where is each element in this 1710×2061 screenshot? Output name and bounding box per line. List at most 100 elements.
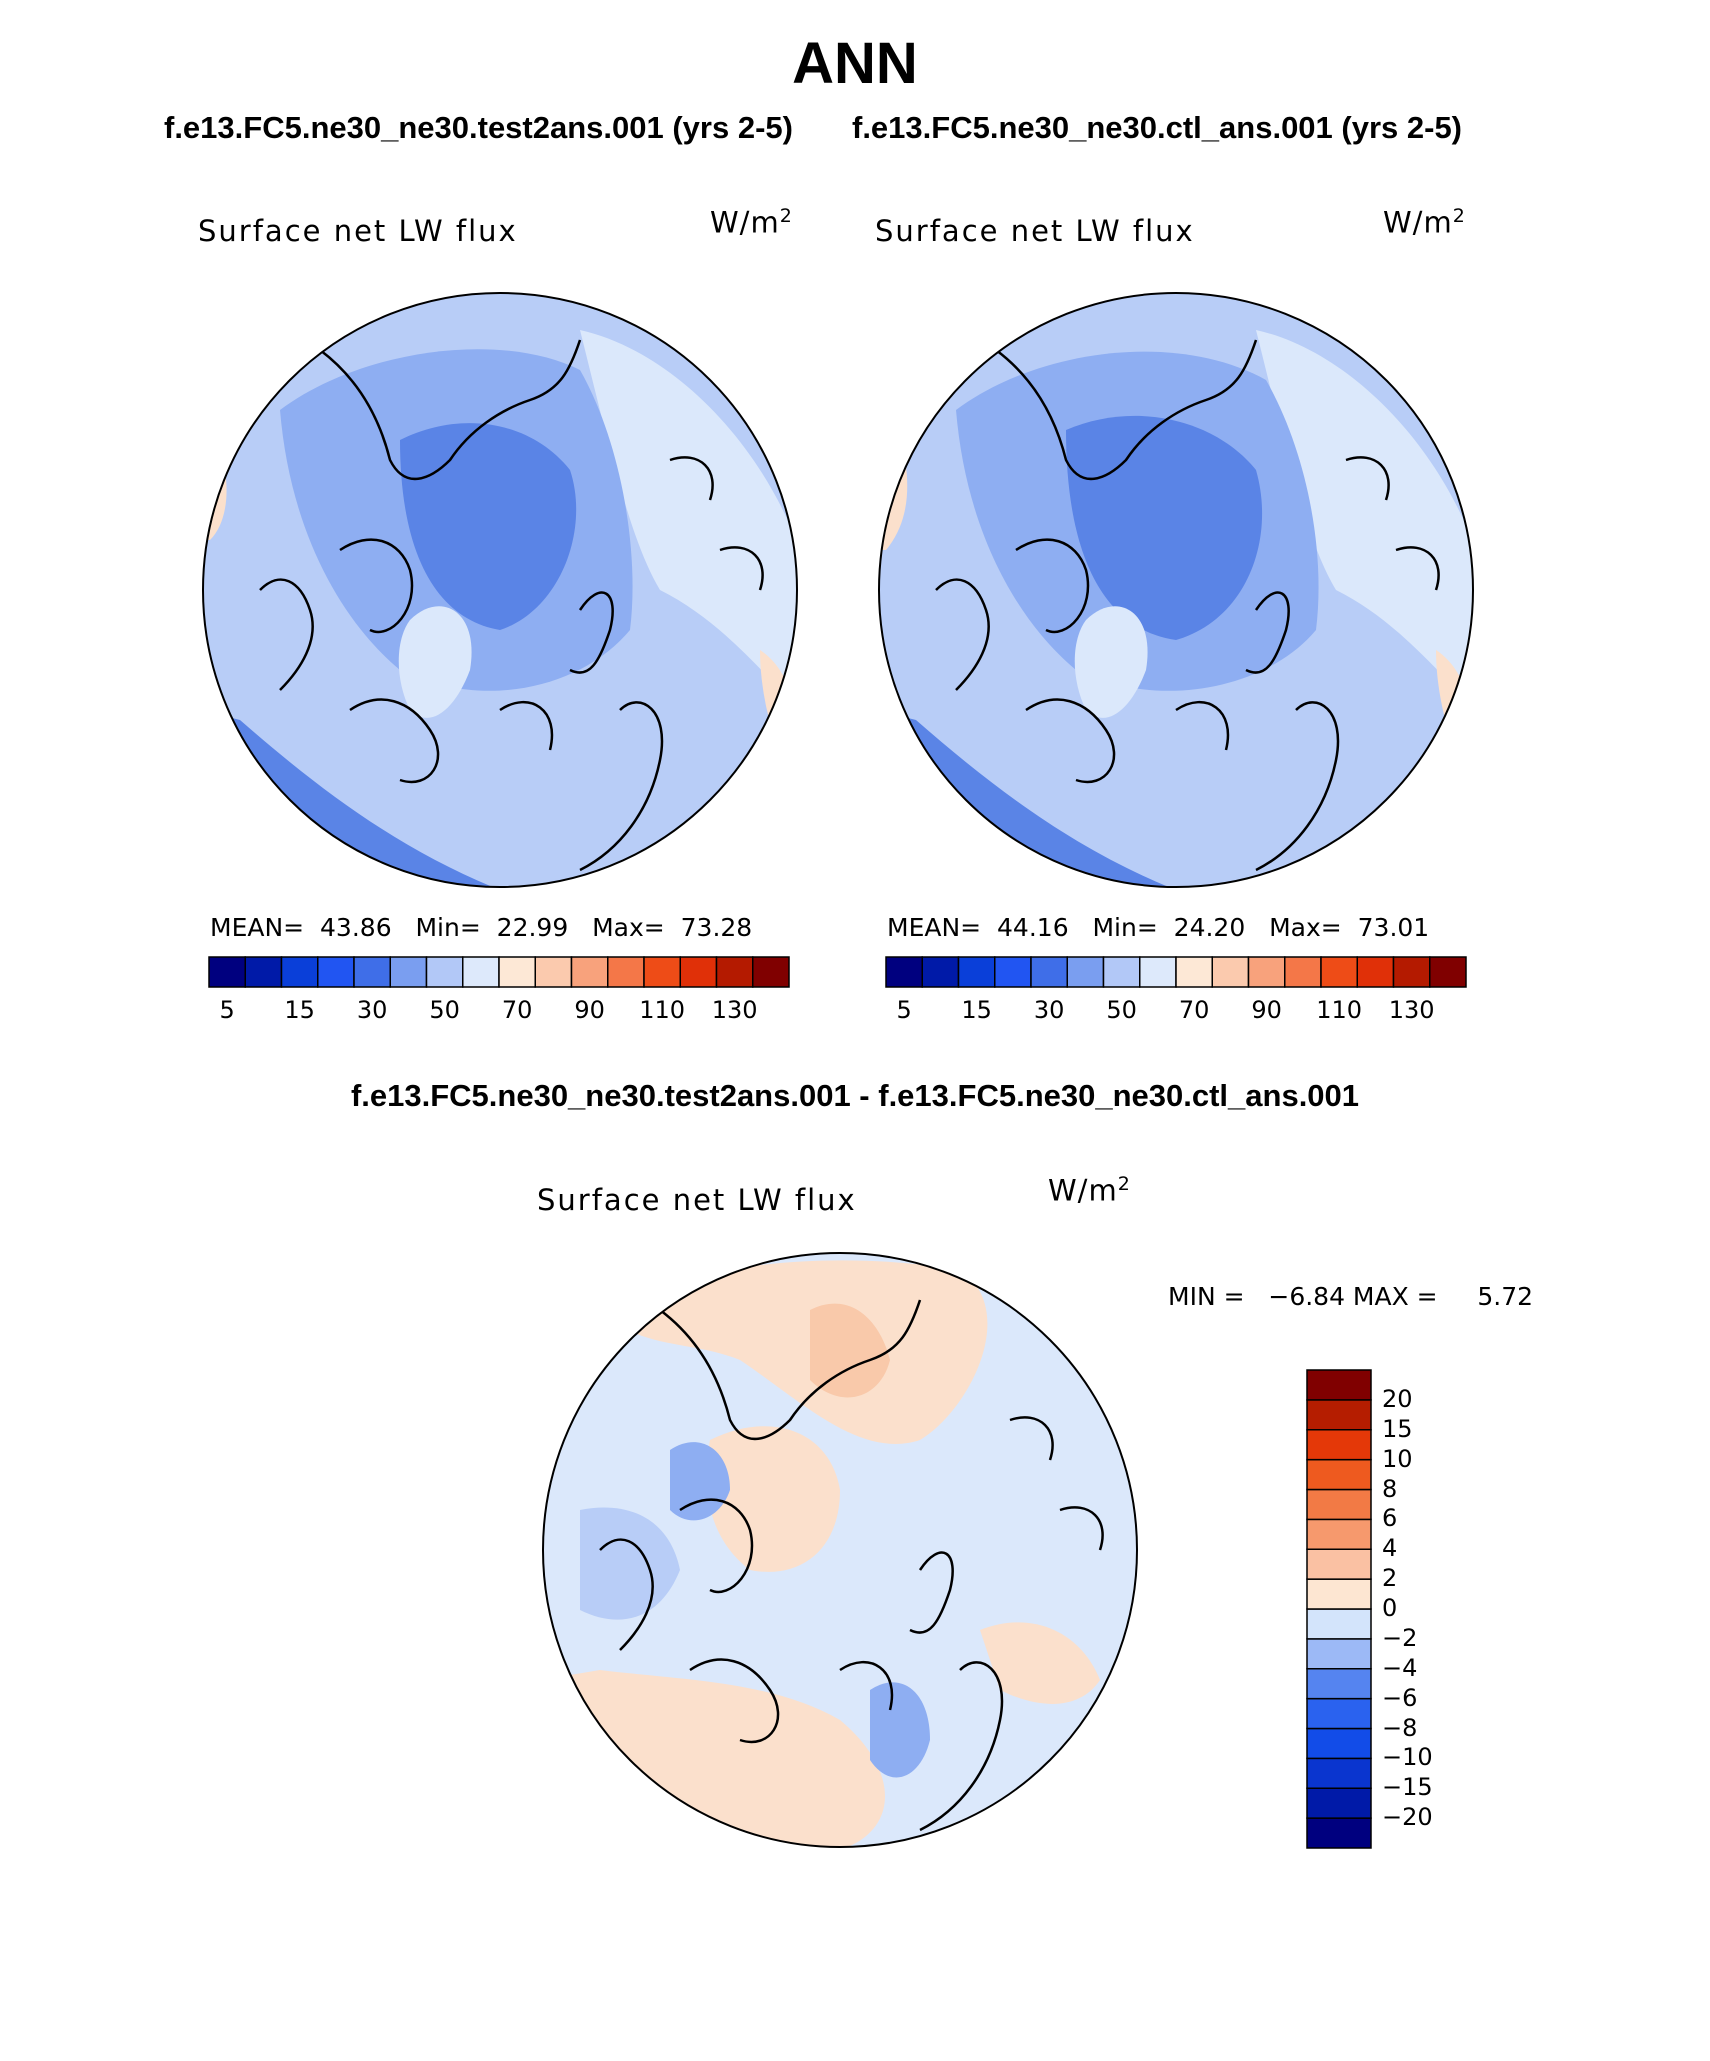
- colorbar-tick-label: 110: [1316, 996, 1363, 1024]
- colorbar-tick-label: 110: [639, 996, 686, 1024]
- variable-label-control: Surface net LW flux: [875, 214, 1195, 248]
- colorbar-swatch: [389, 956, 428, 988]
- colorbar-tick-label: 30: [356, 996, 388, 1024]
- stats-test: MEAN= 43.86 Min= 22.99 Max= 73.28: [210, 913, 753, 942]
- field-region-arctic-core: [400, 423, 577, 630]
- colorbar-swatch: [1306, 1608, 1372, 1640]
- polar-map-control: [878, 292, 1474, 888]
- field-region-outer-pale: [1256, 330, 1473, 710]
- colorbar-swatch: [1306, 1429, 1372, 1461]
- colorbar-tick-label: −10: [1382, 1743, 1433, 1772]
- coastline-1: [259, 339, 764, 872]
- colorbar-tick-label: 90: [574, 996, 605, 1024]
- colorbar-tick-label: 130: [711, 996, 758, 1024]
- colorbar-swatch: [643, 956, 681, 988]
- coastline-2: [935, 339, 1440, 872]
- colorbar-tick-label: 20: [1382, 1384, 1413, 1413]
- stats-control: MEAN= 44.16 Min= 24.20 Max= 73.01: [887, 913, 1430, 942]
- colorbar-swatch: [1247, 956, 1286, 988]
- colorbar-swatch: [1306, 1458, 1372, 1491]
- colorbar-tick-label: 4: [1382, 1534, 1398, 1563]
- colorbar-swatch: [1066, 956, 1105, 988]
- coastline-3: [599, 1299, 1104, 1832]
- colorbar-tick-label: 50: [1106, 996, 1137, 1024]
- colorbar-swatch: [1306, 1727, 1372, 1760]
- colorbar-tick-label: 0: [1382, 1594, 1398, 1622]
- colorbar-swatch: [1320, 956, 1358, 988]
- colorbar-tick-label: 50: [429, 996, 460, 1024]
- field-region-east-peach: [980, 1622, 1100, 1704]
- colorbar-swatch: [1211, 956, 1250, 988]
- colorbar-tick-label: 130: [1388, 996, 1435, 1024]
- colorbar-tick-label: −20: [1382, 1803, 1433, 1832]
- colorbar-swatch: [1306, 1518, 1372, 1550]
- variable-label-test: Surface net LW flux: [198, 214, 518, 248]
- units-label-test: W/m2: [710, 205, 793, 240]
- field-region-center-peach: [706, 1426, 840, 1572]
- colorbar-swatch: [1306, 1488, 1372, 1521]
- colorbar-tick-label: 6: [1382, 1504, 1398, 1533]
- colorbar-tick-label: 15: [284, 996, 315, 1024]
- field-region-greenland: [1074, 606, 1148, 718]
- colorbar-swatch: [425, 956, 464, 988]
- colorbar-swatch: [1306, 1757, 1372, 1789]
- colorbar-tick-label: −2: [1382, 1623, 1418, 1652]
- colorbar-swatch: [1306, 1578, 1372, 1610]
- field-region-greenland: [398, 606, 472, 718]
- colorbar-tick-label: 10: [1382, 1444, 1413, 1473]
- units-label-difference: W/m2: [1048, 1173, 1131, 1208]
- colorbar-tick-label: 5: [219, 996, 235, 1024]
- stats-difference: MIN = −6.84 MAX = 5.72: [1168, 1282, 1534, 1311]
- colorbar-swatch: [1306, 1787, 1372, 1819]
- colorbar-swatch: [1306, 1399, 1372, 1431]
- colorbar-swatch: [607, 956, 645, 988]
- field-region-north-peach-mid: [810, 1303, 890, 1398]
- polar-map-test: [202, 292, 798, 888]
- colorbar-tick-label: −6: [1382, 1683, 1418, 1712]
- colorbar-swatch: [715, 956, 754, 988]
- colorbar-tick-label: 2: [1382, 1564, 1398, 1593]
- colorbar-swatch: [280, 956, 319, 988]
- colorbar-swatch: [244, 956, 283, 988]
- colorbar-swatch: [1429, 956, 1467, 988]
- difference-title: f.e13.FC5.ne30_ne30.test2ans.001 - f.e13…: [350, 1078, 1360, 1113]
- colorbar-swatch: [1175, 956, 1213, 988]
- colorbar-swatch: [1306, 1638, 1372, 1670]
- colorbar-swatch: [317, 956, 355, 988]
- colorbar-swatch: [208, 956, 246, 988]
- field-region-scandinavia-blue: [870, 1682, 930, 1778]
- colorbar-tick-label: −15: [1382, 1773, 1433, 1802]
- colorbar-swatch: [534, 956, 573, 988]
- colorbar-swatch: [885, 956, 923, 988]
- variable-label-difference: Surface net LW flux: [537, 1183, 857, 1217]
- colorbar-tick-label: −8: [1382, 1713, 1418, 1742]
- colorbar-tick-label: 30: [1033, 996, 1065, 1024]
- colorbar-swatch: [1306, 1668, 1372, 1700]
- colorbar-tick-label: 15: [1382, 1414, 1413, 1443]
- units-label-control: W/m2: [1383, 205, 1466, 240]
- field-region-west-blue: [580, 1507, 680, 1620]
- colorbar-tick-label: −4: [1382, 1653, 1418, 1682]
- colorbar-tick-label: 15: [961, 996, 992, 1024]
- colorbar-swatch: [1139, 956, 1177, 988]
- colorbar-tick-label: 5: [896, 996, 912, 1024]
- colorbar-tick-label: 90: [1251, 996, 1282, 1024]
- colorbar-swatch: [1356, 956, 1395, 988]
- field-region-outer-pale: [580, 330, 797, 710]
- colorbar-tick-label: 8: [1382, 1474, 1398, 1503]
- colorbar-swatch: [994, 956, 1032, 988]
- colorbar-swatch: [498, 956, 536, 988]
- polar-map-difference: [542, 1252, 1138, 1848]
- colorbar-swatch: [1306, 1697, 1372, 1730]
- colorbar-swatch: [462, 956, 500, 988]
- case-title-control: f.e13.FC5.ne30_ne30.ctl_ans.001 (yrs 2-5…: [852, 110, 1463, 145]
- colorbar-tick-label: 70: [1178, 996, 1210, 1024]
- colorbar-swatch: [1306, 1548, 1372, 1580]
- colorbar-swatch: [1392, 956, 1431, 988]
- colorbar-swatch: [1284, 956, 1322, 988]
- colorbar-swatch: [752, 956, 790, 988]
- colorbar-difference: [1306, 1369, 1372, 1849]
- colorbar-swatch: [1306, 1369, 1372, 1401]
- colorbar-control: [885, 956, 1467, 988]
- colorbar-swatch: [1102, 956, 1141, 988]
